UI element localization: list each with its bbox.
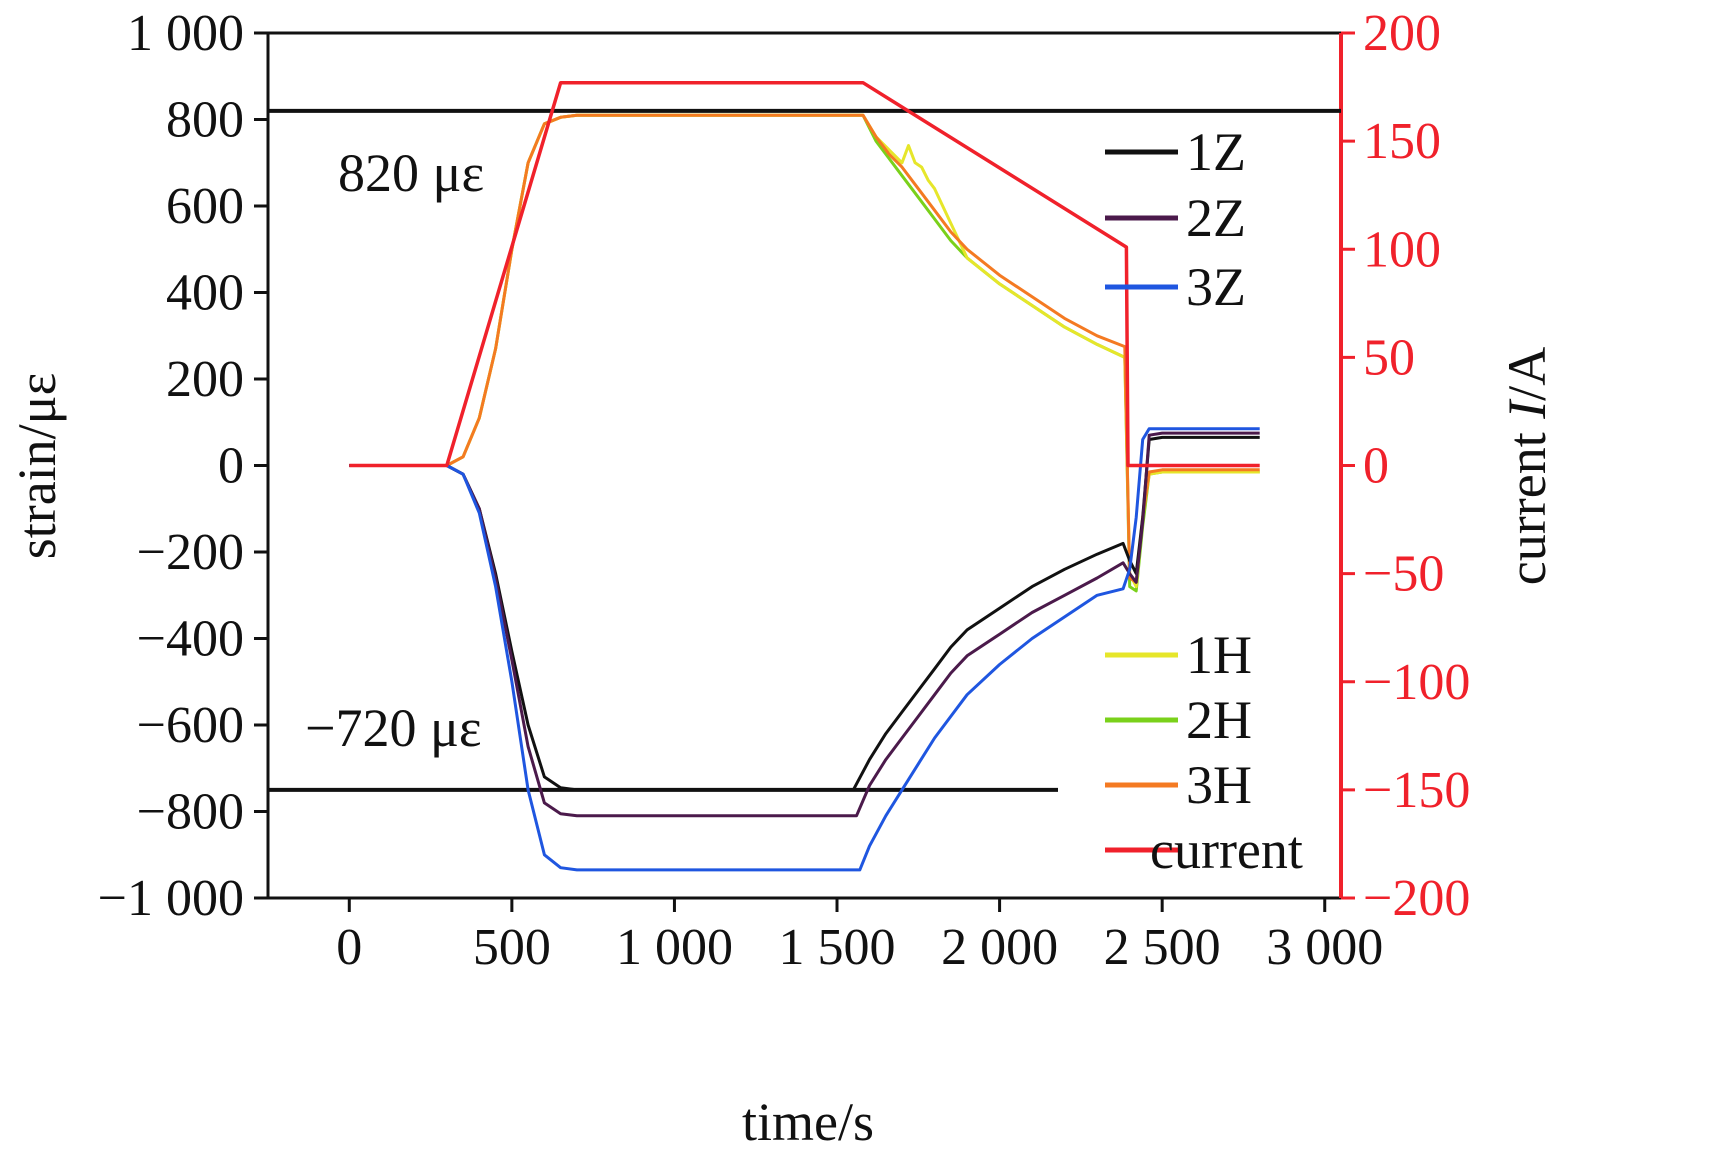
y2-tick-label: −150: [1363, 762, 1470, 819]
y-axis-label: strain/με: [7, 373, 67, 560]
y-axis-ticks: −1 000 −800 −600 −400 −200 0 200 400 600 800 1 000: [98, 5, 268, 927]
y2-tick-label: 0: [1363, 438, 1389, 495]
series-line-2z: [349, 431, 1260, 818]
series-line-3h: [349, 113, 1260, 584]
y2-tick-label: 50: [1363, 329, 1415, 386]
series-line-1z: [349, 435, 1260, 792]
y2-label-prefix: current: [1497, 419, 1557, 585]
x-tick-label: 2 000: [941, 919, 1058, 976]
y-tick-label: 600: [166, 178, 244, 235]
y-tick-label: 800: [166, 92, 244, 149]
y-tick-label: −800: [137, 784, 244, 841]
y2-axis-label: current I/A: [1497, 347, 1557, 585]
series-line-3z: [349, 427, 1260, 872]
y-tick-label: −400: [137, 611, 244, 668]
y2-tick-label: 200: [1363, 5, 1441, 62]
y-tick-label: −1 000: [98, 870, 244, 927]
x-axis-label: time/s: [742, 1092, 874, 1152]
y2-tick-label: 100: [1363, 221, 1441, 278]
y-tick-label: 0: [218, 438, 244, 495]
legend-label-3z: 3Z: [1186, 257, 1246, 317]
reference-line-annotation: −720 με: [305, 698, 482, 758]
legend-label-current: current: [1150, 820, 1303, 880]
legend-label-3h: 3H: [1186, 755, 1252, 815]
y2-tick-label: −200: [1363, 870, 1470, 927]
reference-line-annotation: 820 με: [338, 143, 484, 203]
y-tick-label: 400: [166, 265, 244, 322]
legend-label-1h: 1H: [1186, 625, 1252, 685]
series-line-current: [349, 80, 1260, 468]
y2-label-unit: /A: [1497, 347, 1557, 401]
x-tick-label: 2 500: [1104, 919, 1221, 976]
y2-tick-label: −100: [1363, 654, 1470, 711]
y2-tick-label: −50: [1363, 546, 1444, 603]
series-line-1h: [349, 113, 1260, 589]
legend-label-1z: 1Z: [1186, 122, 1246, 182]
series-layer: [349, 80, 1260, 872]
x-tick-label: 3 000: [1266, 919, 1383, 976]
y2-axis-ticks: −200 −150 −100 −50 0 50 100 150 200: [1341, 5, 1470, 927]
annotations: 820 με −720 με: [305, 143, 484, 758]
y-tick-label: 1 000: [127, 5, 244, 62]
y2-label-variable: I: [1497, 398, 1557, 420]
y-tick-label: −600: [137, 697, 244, 754]
x-axis-ticks: 0 500 1 000 1 500 2 000 2 500 3 000: [336, 898, 1383, 976]
legend-label-2h: 2H: [1186, 690, 1252, 750]
series-line-2h: [349, 113, 1260, 593]
x-tick-label: 1 500: [779, 919, 896, 976]
x-tick-label: 1 000: [616, 919, 733, 976]
x-tick-label: 500: [473, 919, 551, 976]
reference-lines: [268, 108, 1341, 792]
y2-tick-label: 150: [1363, 113, 1441, 170]
legend-label-2z: 2Z: [1186, 188, 1246, 248]
x-tick-label: 0: [336, 919, 362, 976]
y-tick-label: −200: [137, 524, 244, 581]
y-tick-label: 200: [166, 351, 244, 408]
